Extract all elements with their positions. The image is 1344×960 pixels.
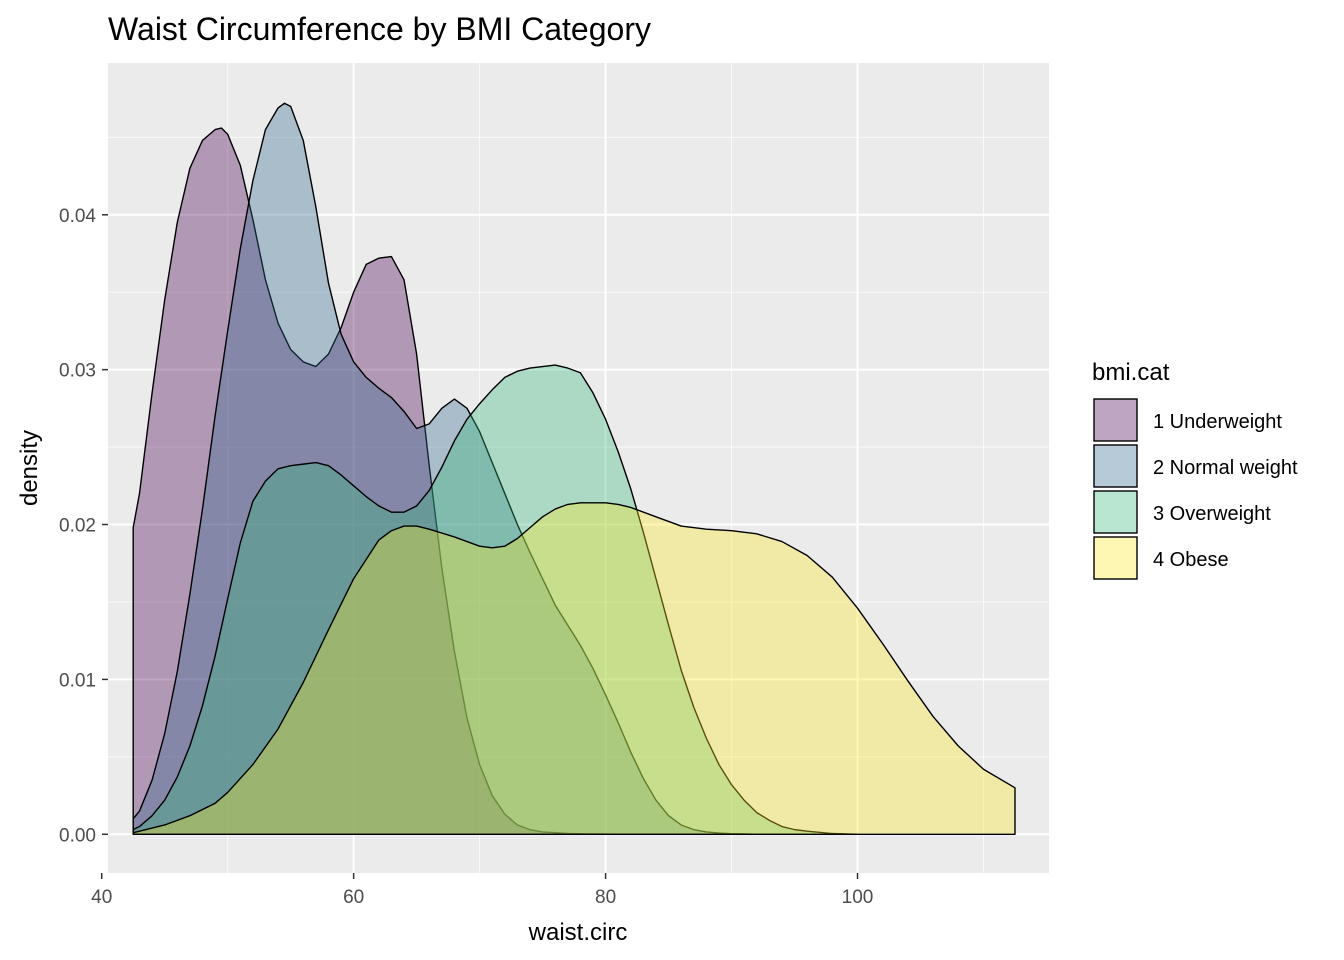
legend-label-3: 3 Overweight bbox=[1153, 503, 1271, 525]
y-tick-label: 0.04 bbox=[59, 206, 96, 227]
x-tick-label: 80 bbox=[595, 887, 616, 908]
legend-key-4 bbox=[1093, 536, 1138, 580]
legend-key-3 bbox=[1093, 490, 1138, 534]
chart-title: Waist Circumference by BMI Category bbox=[108, 11, 651, 47]
legend-key-bg bbox=[1094, 399, 1137, 441]
legend-label-4: 4 Obese bbox=[1153, 549, 1229, 571]
y-tick-label: 0.00 bbox=[59, 825, 96, 846]
y-tick-label: 0.02 bbox=[59, 516, 96, 537]
density-areas bbox=[132, 102, 1016, 835]
legend-key-bg bbox=[1094, 445, 1137, 487]
legend-key-bg bbox=[1094, 537, 1137, 579]
density-area-2 bbox=[132, 102, 758, 835]
legend: bmi.cat 1 Underweight 2 Normal weight 3 Ov… bbox=[1092, 359, 1298, 580]
legend-items: 1 Underweight 2 Normal weight 3 Overweight… bbox=[1093, 398, 1298, 580]
x-tick-label: 40 bbox=[91, 887, 112, 908]
density-area-4 bbox=[132, 502, 1016, 835]
y-tick-label: 0.01 bbox=[59, 670, 96, 691]
legend-key-2 bbox=[1093, 444, 1138, 488]
x-axis-title: waist.circ bbox=[528, 919, 628, 946]
density-area-3 bbox=[132, 364, 859, 835]
legend-key-bg bbox=[1094, 491, 1137, 533]
x-tick-label: 60 bbox=[343, 887, 364, 908]
legend-title: bmi.cat bbox=[1092, 359, 1170, 386]
y-axis-title: density bbox=[16, 430, 43, 506]
x-axis: 40 60 80 100 bbox=[91, 873, 873, 908]
y-tick-label: 0.03 bbox=[59, 361, 96, 382]
x-tick-label: 100 bbox=[842, 887, 874, 908]
y-axis: 0.00 0.01 0.02 0.03 0.04 bbox=[59, 206, 108, 846]
legend-key-1 bbox=[1093, 398, 1138, 442]
legend-label-1: 1 Underweight bbox=[1153, 411, 1282, 433]
plot-background bbox=[108, 63, 1049, 873]
grid-minor bbox=[108, 63, 1049, 873]
legend-label-2: 2 Normal weight bbox=[1153, 457, 1298, 479]
